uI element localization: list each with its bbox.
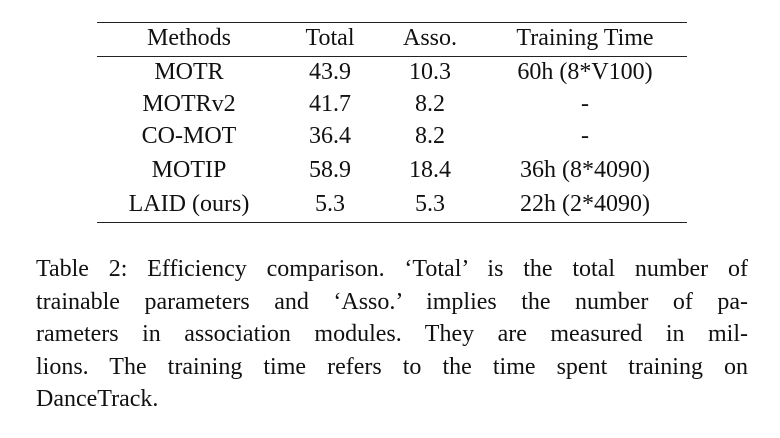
table-cell: CO-MOT bbox=[141, 123, 237, 149]
top-rule bbox=[97, 22, 687, 24]
caption-line: lions. The training time refers to the t… bbox=[36, 353, 748, 380]
mid-rule bbox=[97, 56, 687, 58]
table-cell: 60h (8*V100) bbox=[517, 59, 653, 85]
table-cell: 58.9 bbox=[309, 157, 351, 183]
header-cell: Asso. bbox=[402, 25, 458, 51]
table-cell: 10.3 bbox=[409, 59, 451, 85]
table-cell: - bbox=[581, 123, 589, 149]
bottom-rule bbox=[97, 222, 687, 224]
header-cell: Total bbox=[305, 25, 355, 51]
table-cell: 43.9 bbox=[309, 59, 351, 85]
table-cell: 36.4 bbox=[309, 123, 351, 149]
table-cell: 8.2 bbox=[415, 123, 445, 149]
table-cell: 36h (8*4090) bbox=[520, 157, 650, 183]
table-cell: 22h (2*4090) bbox=[520, 191, 650, 217]
table-cell: 18.4 bbox=[409, 157, 451, 183]
table-cell: 5.3 bbox=[315, 191, 345, 217]
caption-line: Table 2: Efficiency comparison. ‘Total’ … bbox=[36, 256, 748, 282]
caption-line: DanceTrack. bbox=[36, 386, 159, 412]
table-cell: MOTR bbox=[154, 59, 224, 85]
caption-line: rameters in association modules. They ar… bbox=[36, 321, 748, 347]
table-cell: 5.3 bbox=[415, 191, 445, 217]
header-cell: Training Time bbox=[516, 25, 654, 51]
table-cell: 8.2 bbox=[415, 91, 445, 117]
header-cell: Methods bbox=[147, 25, 231, 51]
table-cell: LAID (ours) bbox=[128, 191, 250, 217]
table-cell: MOTRv2 bbox=[142, 91, 236, 117]
table-cell: - bbox=[581, 91, 589, 117]
caption-line: trainable parameters and ‘Asso.’ implies… bbox=[36, 288, 748, 315]
table-cell: MOTIP bbox=[151, 157, 227, 183]
table-cell: 41.7 bbox=[309, 91, 351, 117]
